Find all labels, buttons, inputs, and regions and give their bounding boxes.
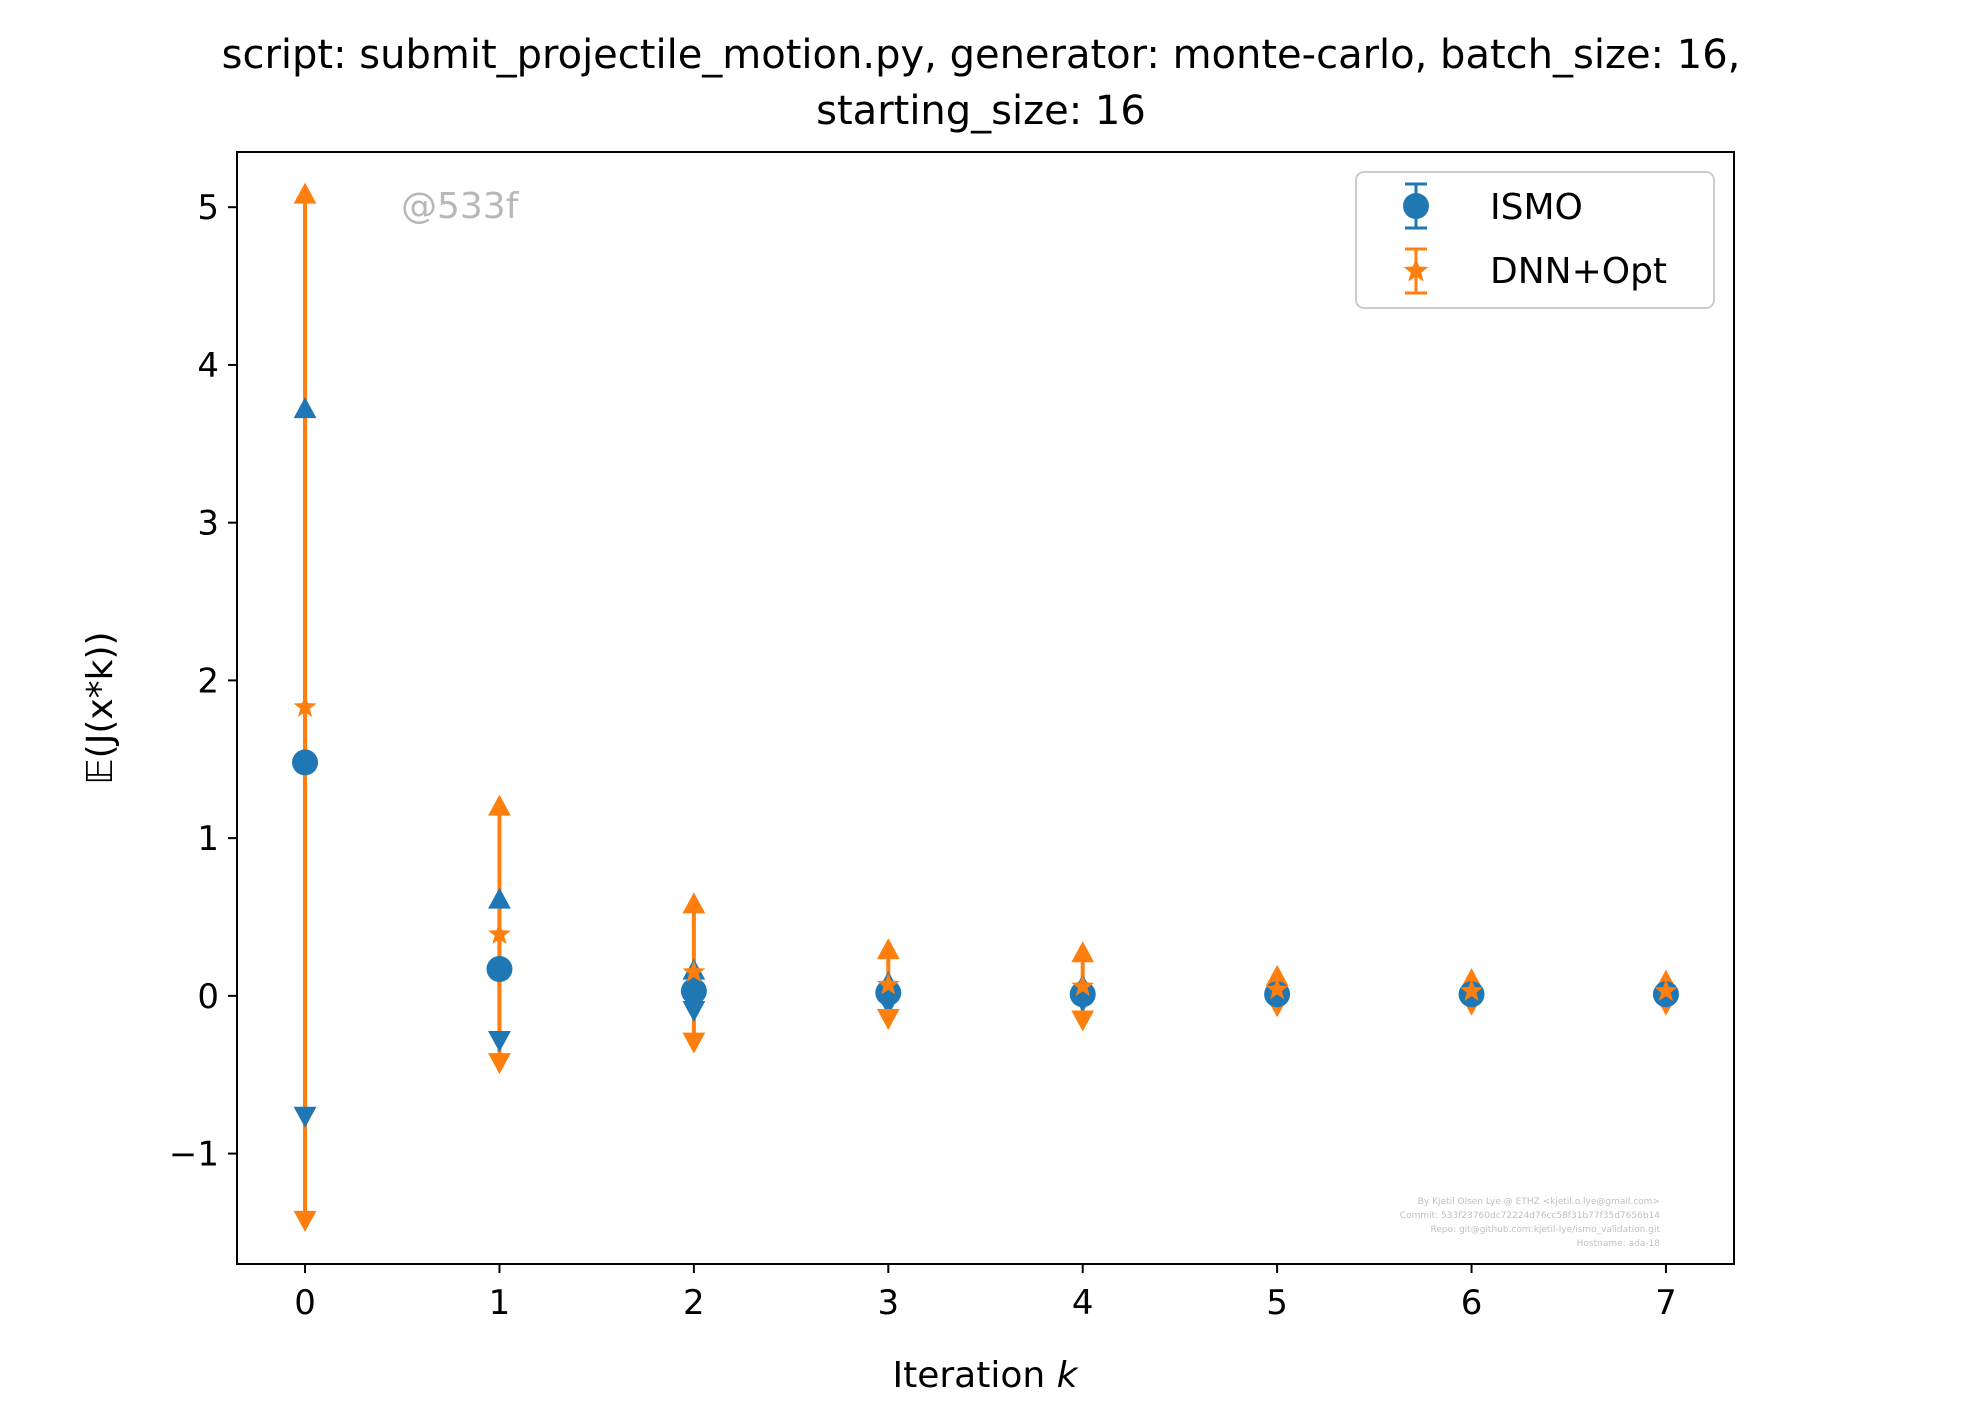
legend-ismo-symbol xyxy=(1403,182,1429,230)
y-tick-label: 5 xyxy=(197,188,219,228)
x-axis-label: Iteration k xyxy=(892,1355,1079,1396)
y-tick-label: −1 xyxy=(169,1135,219,1175)
ismo-point xyxy=(486,956,513,983)
upper-limit-marker xyxy=(1265,964,1289,986)
dnn-opt-point xyxy=(1460,979,1483,1001)
lower-limit-marker xyxy=(488,1031,511,1053)
upper-limit-marker xyxy=(876,938,900,960)
footer-author: By Kjetil Olsen Lye @ ETHZ <kjetil.o.lye… xyxy=(1418,1197,1660,1207)
x-tick-label: 4 xyxy=(1072,1283,1094,1323)
upper-limit-marker xyxy=(293,182,317,204)
footer-block: By Kjetil Olsen Lye @ ETHZ <kjetil.o.lye… xyxy=(1400,1197,1661,1249)
x-tick-label: 0 xyxy=(294,1283,316,1323)
footer-commit: Commit: 533f23760dc72224d76cc58f31b77f35… xyxy=(1400,1211,1660,1221)
dnn-opt-point xyxy=(1265,977,1289,1000)
y-tick-label: 0 xyxy=(197,977,219,1017)
ismo-point xyxy=(680,978,707,1005)
lower-limit-marker xyxy=(488,1053,511,1075)
lower-limit-marker xyxy=(293,1210,317,1232)
ismo-point xyxy=(292,749,319,776)
x-tick-label: 6 xyxy=(1461,1283,1483,1323)
upper-limit-marker xyxy=(682,892,706,914)
upper-limit-marker xyxy=(1071,941,1095,963)
dnn-opt-point xyxy=(1071,974,1095,997)
x-tick-label: 7 xyxy=(1655,1283,1677,1323)
y-tick-label: 1 xyxy=(197,819,219,859)
y-tick-label: 4 xyxy=(197,346,219,386)
lower-limit-marker xyxy=(876,1008,900,1030)
y-axis-label: 𝔼(J(x*k)) xyxy=(80,631,121,784)
upper-limit-marker xyxy=(488,794,511,816)
y-axis-ticks: −1 0 1 2 3 4 5 xyxy=(169,188,237,1175)
lower-limit-marker xyxy=(682,1001,706,1023)
lower-limit-marker xyxy=(293,1106,317,1128)
dnn-opt-point xyxy=(876,972,900,995)
x-axis-ticks: 0 1 2 3 4 5 6 7 xyxy=(294,1264,1677,1323)
lower-limit-marker xyxy=(1071,1010,1095,1032)
upper-limit-marker xyxy=(293,397,317,419)
ismo-point xyxy=(1069,981,1096,1008)
ismo-point xyxy=(875,979,902,1006)
dnn-opt-point xyxy=(293,695,317,717)
chart-title-line-1: script: submit_projectile_motion.py, gen… xyxy=(222,32,1741,78)
y-tick-label: 3 xyxy=(197,504,219,544)
series-layer xyxy=(292,182,1679,1232)
x-tick-label: 5 xyxy=(1266,1283,1288,1323)
points-dnn-opt xyxy=(293,695,1678,1001)
legend-dnn-opt-symbol xyxy=(1403,247,1429,295)
watermark-text: @533f xyxy=(401,186,520,227)
chart-title-line-2: starting_size: 16 xyxy=(816,88,1146,134)
footer-hostname: Hostname: ada-18 xyxy=(1577,1239,1661,1249)
footer-repo: Repo: git@github.com:kjetil-lye/ismo_val… xyxy=(1430,1225,1660,1235)
upper-limit-marker xyxy=(488,887,511,909)
y-tick-label: 2 xyxy=(197,661,219,701)
x-axis-label-variable: k xyxy=(1057,1355,1080,1396)
legend: ISMO DNN+Opt xyxy=(1355,171,1715,309)
legend-dnn-opt-label: DNN+Opt xyxy=(1490,251,1667,292)
dnn-opt-point xyxy=(1654,979,1678,1001)
plot-area: −1 0 1 2 3 4 5 0 1 2 3 4 5 6 7 xyxy=(169,151,1735,1323)
dnn-opt-point xyxy=(488,922,511,945)
legend-box xyxy=(1355,171,1715,309)
x-tick-label: 2 xyxy=(683,1283,705,1323)
x-tick-label: 1 xyxy=(489,1283,511,1323)
x-axis-label-text: Iteration xyxy=(892,1355,1056,1396)
lower-limit-marker xyxy=(682,1032,706,1054)
legend-ismo-label: ISMO xyxy=(1490,187,1583,228)
dnn-opt-point xyxy=(682,960,706,982)
plot-frame xyxy=(236,151,1735,1265)
plot-background xyxy=(237,152,1734,1264)
x-tick-label: 3 xyxy=(877,1283,899,1323)
